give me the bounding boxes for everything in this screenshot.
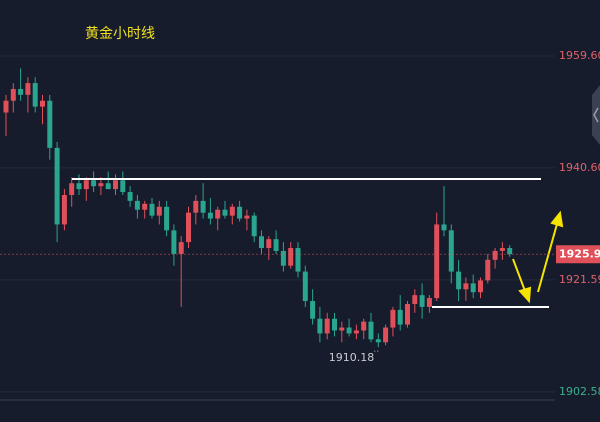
candle-body bbox=[259, 236, 264, 249]
candles bbox=[3, 68, 513, 348]
candle-body bbox=[25, 83, 31, 95]
arrow-head bbox=[550, 210, 564, 228]
candle-body bbox=[332, 318, 337, 331]
candle-body bbox=[149, 203, 155, 216]
candle-body bbox=[499, 248, 505, 251]
candle-body bbox=[142, 203, 148, 210]
arrows bbox=[512, 210, 564, 304]
candle-body bbox=[317, 318, 323, 334]
candle-body bbox=[470, 283, 476, 293]
candle-body bbox=[32, 83, 38, 107]
candle-body bbox=[186, 212, 191, 243]
arrow-down bbox=[512, 258, 526, 292]
candle-body bbox=[368, 321, 374, 340]
candle-body bbox=[207, 212, 213, 219]
candle-body bbox=[346, 327, 352, 334]
candle-body bbox=[200, 200, 206, 213]
candle-body bbox=[478, 280, 483, 293]
candle-body bbox=[113, 180, 118, 190]
candle-body bbox=[463, 283, 469, 290]
y-tick-label: 1921.59 bbox=[559, 273, 600, 286]
candle-body bbox=[54, 147, 60, 225]
candle-body bbox=[426, 298, 432, 307]
candle-body bbox=[507, 248, 513, 255]
candle-body bbox=[456, 271, 462, 290]
candle-body bbox=[69, 183, 75, 195]
candle-body bbox=[83, 180, 89, 190]
candle-body bbox=[244, 215, 250, 219]
candle-body bbox=[76, 183, 82, 190]
candle-body bbox=[492, 250, 498, 260]
side-tab bbox=[592, 85, 600, 145]
candle-body bbox=[412, 295, 418, 304]
y-tick-label: 1940.60 bbox=[559, 161, 600, 174]
candle-body bbox=[47, 100, 53, 148]
candle-body bbox=[361, 321, 367, 331]
candle-body bbox=[61, 194, 67, 225]
candle-body bbox=[215, 209, 221, 219]
candle-body bbox=[324, 318, 330, 334]
candle-body bbox=[229, 206, 235, 216]
candle-body bbox=[397, 309, 403, 325]
grid bbox=[0, 55, 555, 393]
candle-body bbox=[419, 295, 425, 307]
candle-body bbox=[222, 209, 228, 216]
candle-body bbox=[91, 180, 97, 187]
tab-chevron bbox=[593, 107, 599, 123]
candle-body bbox=[383, 327, 389, 343]
candle-body bbox=[448, 230, 454, 272]
candle-body bbox=[164, 206, 170, 231]
candle-body bbox=[353, 330, 359, 334]
y-tick-label: 1902.58 bbox=[559, 385, 600, 398]
candle-body bbox=[120, 180, 126, 193]
candle-body bbox=[310, 301, 316, 319]
candle-body bbox=[339, 327, 345, 331]
arrow-head bbox=[518, 286, 532, 304]
candle-body bbox=[156, 206, 162, 216]
candle-body bbox=[171, 230, 177, 254]
candle-body bbox=[266, 239, 272, 249]
candle-body bbox=[98, 183, 104, 187]
candle-body bbox=[193, 200, 199, 213]
candle-body bbox=[434, 224, 440, 299]
candle-body bbox=[3, 100, 9, 113]
chart-title: 黄金小时线 bbox=[85, 25, 155, 42]
candle-body bbox=[273, 239, 279, 251]
arrow-up bbox=[537, 223, 558, 293]
candle-body bbox=[237, 206, 243, 219]
candle-body bbox=[405, 303, 410, 325]
candle-body bbox=[134, 200, 140, 210]
candle-body bbox=[178, 242, 184, 254]
y-tick-label: 1959.60 bbox=[559, 49, 600, 62]
candle-body bbox=[18, 88, 24, 95]
candle-body bbox=[288, 248, 294, 266]
candle-body bbox=[280, 250, 286, 266]
candle-body bbox=[295, 248, 301, 272]
candle-body bbox=[127, 192, 133, 201]
candle-body bbox=[375, 339, 381, 343]
last-price-label: 1925.94 bbox=[559, 247, 600, 260]
low-annotation: 1910.18 bbox=[329, 351, 375, 364]
candle-body bbox=[441, 224, 447, 231]
candle-body bbox=[485, 259, 491, 281]
candle-body bbox=[251, 215, 257, 237]
candle-body bbox=[105, 183, 111, 190]
candle-body bbox=[390, 309, 396, 328]
last-price-box bbox=[556, 245, 600, 264]
candle-body bbox=[40, 100, 45, 107]
candle-body bbox=[10, 88, 16, 101]
candle-body bbox=[302, 271, 308, 302]
